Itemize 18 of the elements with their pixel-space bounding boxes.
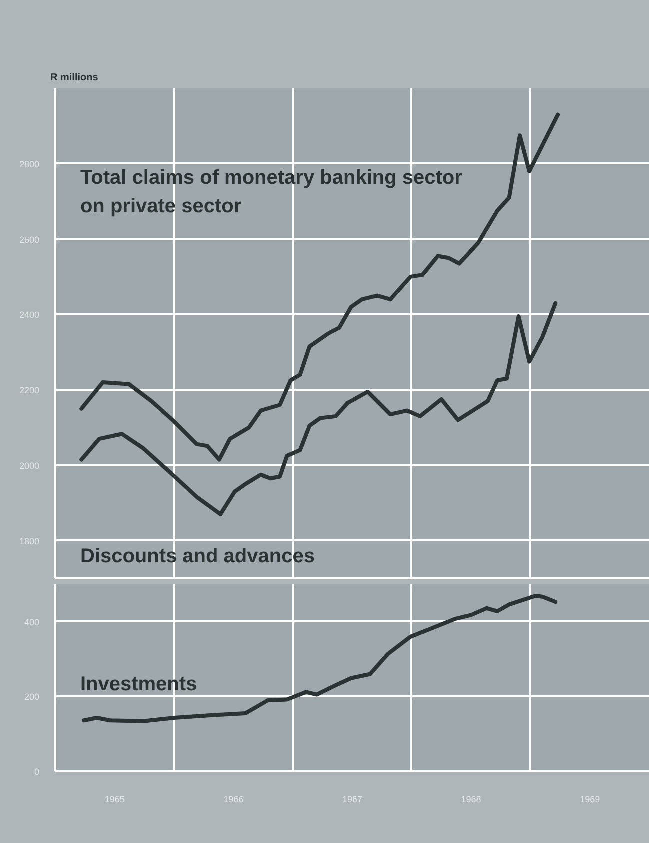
y-tick-label: 1800 [19,536,40,546]
line-series [82,594,558,724]
y-tick-label: 2200 [19,386,40,396]
y-tick-label: 200 [24,692,40,702]
y-tick-label: 2800 [19,159,40,170]
line-series [80,112,560,462]
y-tick-label: 2000 [19,460,40,471]
x-tick-label: 1966 [224,794,244,804]
y-tick-label: 400 [24,617,40,628]
y-tick-label: 0 [34,767,40,777]
chart-title: R millions [50,72,99,84]
x-tick-label: 1969 [580,794,600,804]
x-tick-label: 1968 [461,794,482,804]
x-tick-label: 1967 [342,794,363,804]
y-tick-label: 2400 [19,310,40,320]
x-tick-label: 1965 [104,794,125,804]
line-series [80,301,558,516]
y-tick-label: 2600 [19,234,40,245]
